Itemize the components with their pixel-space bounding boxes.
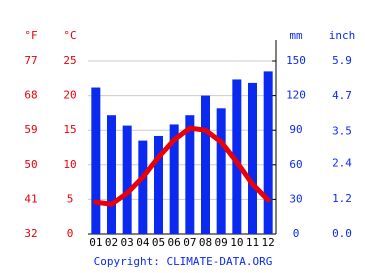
x-tick-label: 09 bbox=[215, 236, 228, 249]
c-tick-label: 10 bbox=[63, 158, 76, 171]
bar bbox=[185, 115, 195, 234]
inch-tick-label: 5.9 bbox=[332, 54, 352, 67]
bar bbox=[154, 135, 163, 234]
mm-tick-label: 60 bbox=[289, 158, 302, 171]
f-axis-label: °F bbox=[24, 29, 37, 42]
mm-tick-label: 30 bbox=[289, 192, 302, 205]
inch-tick-label: 1.2 bbox=[332, 192, 352, 205]
x-tick-label: 05 bbox=[152, 236, 165, 249]
mm-tick-label: 120 bbox=[286, 89, 306, 102]
c-tick-label: 25 bbox=[63, 54, 76, 67]
f-tick-label: 59 bbox=[24, 123, 37, 136]
c-axis-label: °C bbox=[63, 29, 76, 42]
c-tick-label: 5 bbox=[67, 192, 74, 205]
bar bbox=[122, 125, 132, 234]
inch-tick-label: 0.0 bbox=[332, 227, 352, 240]
mm-tick-label: 0 bbox=[293, 227, 300, 240]
c-tick-label: 15 bbox=[63, 123, 76, 136]
bar bbox=[263, 71, 273, 234]
x-tick-label: 03 bbox=[121, 236, 134, 249]
bar bbox=[248, 82, 257, 234]
f-tick-label: 41 bbox=[24, 192, 37, 205]
bar bbox=[107, 115, 116, 234]
c-tick-label: 20 bbox=[63, 89, 76, 102]
x-tick-label: 07 bbox=[183, 236, 196, 249]
source: Copyright: CLIMATE-DATA.ORG bbox=[94, 255, 273, 268]
x-tick-label: 08 bbox=[199, 236, 212, 249]
x-tick-label: 04 bbox=[136, 236, 150, 249]
bar bbox=[232, 79, 242, 234]
f-tick-label: 77 bbox=[24, 54, 37, 67]
x-tick-label: 12 bbox=[262, 236, 275, 249]
f-tick-label: 68 bbox=[24, 89, 37, 102]
bar bbox=[138, 140, 148, 234]
inch-tick-label: 2.4 bbox=[332, 157, 352, 170]
x-tick-label: 01 bbox=[89, 236, 102, 249]
bar bbox=[201, 95, 210, 234]
f-tick-label: 50 bbox=[24, 158, 37, 171]
inch-tick-label: 4.7 bbox=[332, 89, 352, 102]
c-tick-label: 0 bbox=[67, 227, 74, 240]
f-tick-label: 32 bbox=[24, 227, 37, 240]
x-tick-label: 02 bbox=[105, 236, 118, 249]
bar bbox=[91, 87, 101, 234]
mm-tick-label: 150 bbox=[286, 54, 306, 67]
inch-tick-label: 3.5 bbox=[332, 124, 352, 137]
bar bbox=[169, 124, 179, 234]
x-tick-label: 06 bbox=[168, 236, 181, 249]
bar bbox=[216, 108, 226, 234]
x-tick-label: 11 bbox=[246, 236, 259, 249]
temperature-line bbox=[93, 125, 271, 207]
x-tick-label: 10 bbox=[230, 236, 243, 249]
mm-axis-label: mm bbox=[289, 29, 303, 42]
mm-tick-label: 90 bbox=[289, 123, 302, 136]
inch-axis-label: inch bbox=[329, 29, 356, 42]
